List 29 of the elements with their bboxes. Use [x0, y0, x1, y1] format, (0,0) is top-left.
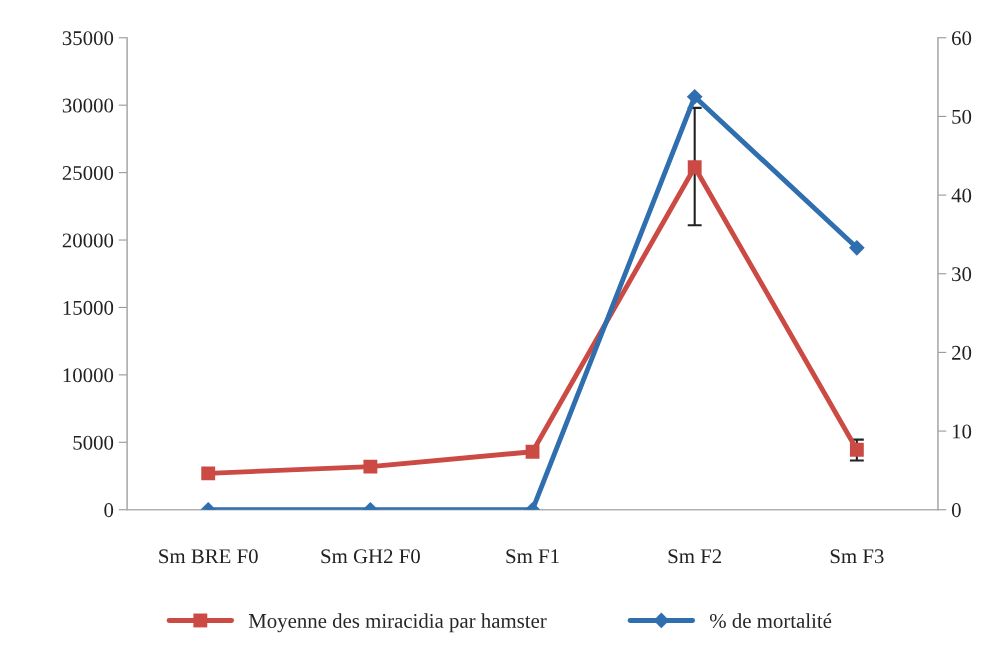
- y-tick-label: 15000: [63, 300, 114, 315]
- x-tick-label: Sm GH2 F0: [321, 549, 420, 564]
- y2-tick-label: 60: [952, 31, 972, 46]
- x-tick-label: Sm F2: [668, 549, 722, 564]
- x-tick-label: Sm BRE F0: [159, 549, 258, 564]
- y-tick-label: 25000: [62, 165, 114, 181]
- y2-tick-label: 30: [952, 267, 972, 282]
- y2-tick-label: 20: [952, 345, 972, 360]
- x-tick-label: Sm F1: [506, 549, 559, 564]
- point: [525, 444, 540, 459]
- y2-tick-label: 40: [951, 188, 972, 203]
- y-tick-label: 35000: [62, 31, 114, 46]
- y-tick-label: 30000: [62, 98, 114, 113]
- y-tick-label: 20000: [62, 233, 114, 248]
- point: [201, 466, 216, 481]
- y-tick-label: 10000: [63, 368, 114, 383]
- x-tick-label: Sm F3: [830, 549, 884, 564]
- y2-tick-label: 0: [951, 503, 961, 518]
- legend-label: % de mortalité: [709, 613, 832, 629]
- y-tick-label: 0: [104, 503, 114, 518]
- point: [687, 160, 702, 175]
- y-tick-label: 5000: [73, 435, 114, 450]
- y2-tick-label: 10: [952, 424, 972, 439]
- y2-tick-label: 50: [952, 109, 972, 124]
- legend-label: Moyenne des miracidia par hamster: [248, 613, 547, 633]
- point: [686, 88, 703, 105]
- point: [849, 239, 865, 256]
- point: [363, 459, 378, 474]
- point: [849, 442, 864, 457]
